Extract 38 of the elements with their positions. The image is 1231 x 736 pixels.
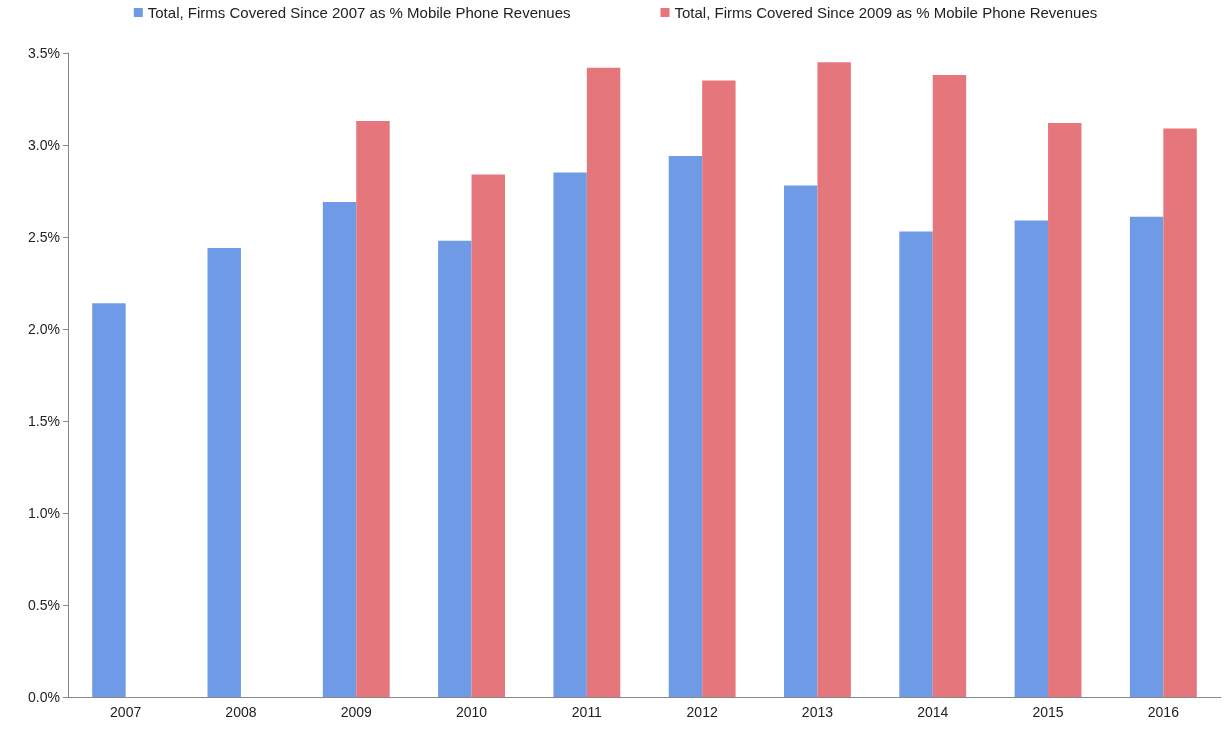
bar [702,80,736,697]
bar [668,156,703,697]
x-tick-label: 2009 [340,704,373,720]
bar [553,172,587,697]
x-tick-label: 2014 [917,704,949,720]
y-tick-label: 2.5% [28,229,60,245]
y-tick-label: 0.5% [28,597,60,613]
bar [92,303,126,697]
bar [817,62,851,697]
x-tick-label: 2007 [110,704,142,720]
y-tick-label: 1.0% [28,505,60,521]
bar [784,185,818,697]
bar [1129,216,1164,697]
bar [207,248,241,697]
bar [471,174,505,697]
bar [438,240,472,697]
y-tick-label: 2.0% [28,321,60,337]
x-tick-label: 2011 [571,704,603,720]
bar [1014,220,1049,697]
bar [586,67,621,697]
y-tick-label: 0.0% [28,689,60,705]
x-tick-label: 2015 [1032,704,1064,720]
bar [322,202,357,697]
legend-label: Total, Firms Covered Since 2009 as % Mobile Phone Revenues [674,4,1098,21]
y-tick-label: 1.5% [28,413,60,429]
bar [356,121,390,697]
x-tick-label: 2008 [225,704,257,720]
bar [899,231,933,697]
x-tick-label: 2010 [455,704,488,720]
y-tick-label: 3.5% [28,45,60,61]
x-tick-label: 2016 [1147,704,1180,720]
bar [1048,122,1082,697]
x-tick-label: 2012 [686,704,718,720]
bar [932,75,967,697]
x-tick-label: 2013 [801,704,834,720]
y-tick-label: 3.0% [28,137,60,153]
bar [1163,128,1197,697]
legend-label: Total, Firms Covered Since 2007 as % Mobile Phone Revenues [147,4,571,21]
